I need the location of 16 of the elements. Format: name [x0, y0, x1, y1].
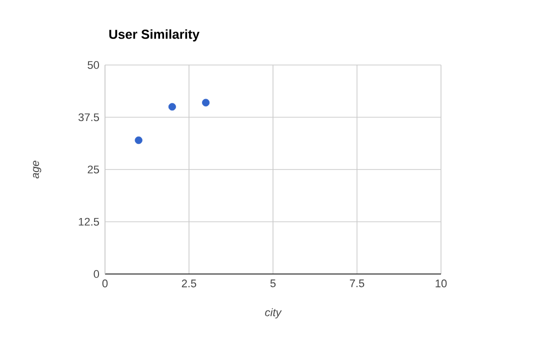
- x-tick-label: 5: [270, 280, 276, 288]
- y-tick-label: 50: [88, 61, 100, 69]
- chart-title: User Similarity: [109, 29, 200, 42]
- x-tick-label: 10: [436, 280, 447, 288]
- y-tick-label: 12.5: [78, 218, 99, 226]
- y-tick-label: 0: [94, 270, 100, 278]
- x-tick-label: 0: [102, 280, 108, 288]
- point: [134, 136, 142, 144]
- x-tick-label: 2.5: [182, 280, 196, 288]
- point: [202, 98, 210, 106]
- y-tick-label: 25: [88, 166, 99, 174]
- x-axis-title: city: [265, 308, 282, 318]
- point: [168, 103, 176, 111]
- x-tick-label: 7.5: [350, 280, 364, 288]
- y-tick-label: 37.5: [78, 113, 99, 122]
- y-axis-title: age: [32, 160, 42, 178]
